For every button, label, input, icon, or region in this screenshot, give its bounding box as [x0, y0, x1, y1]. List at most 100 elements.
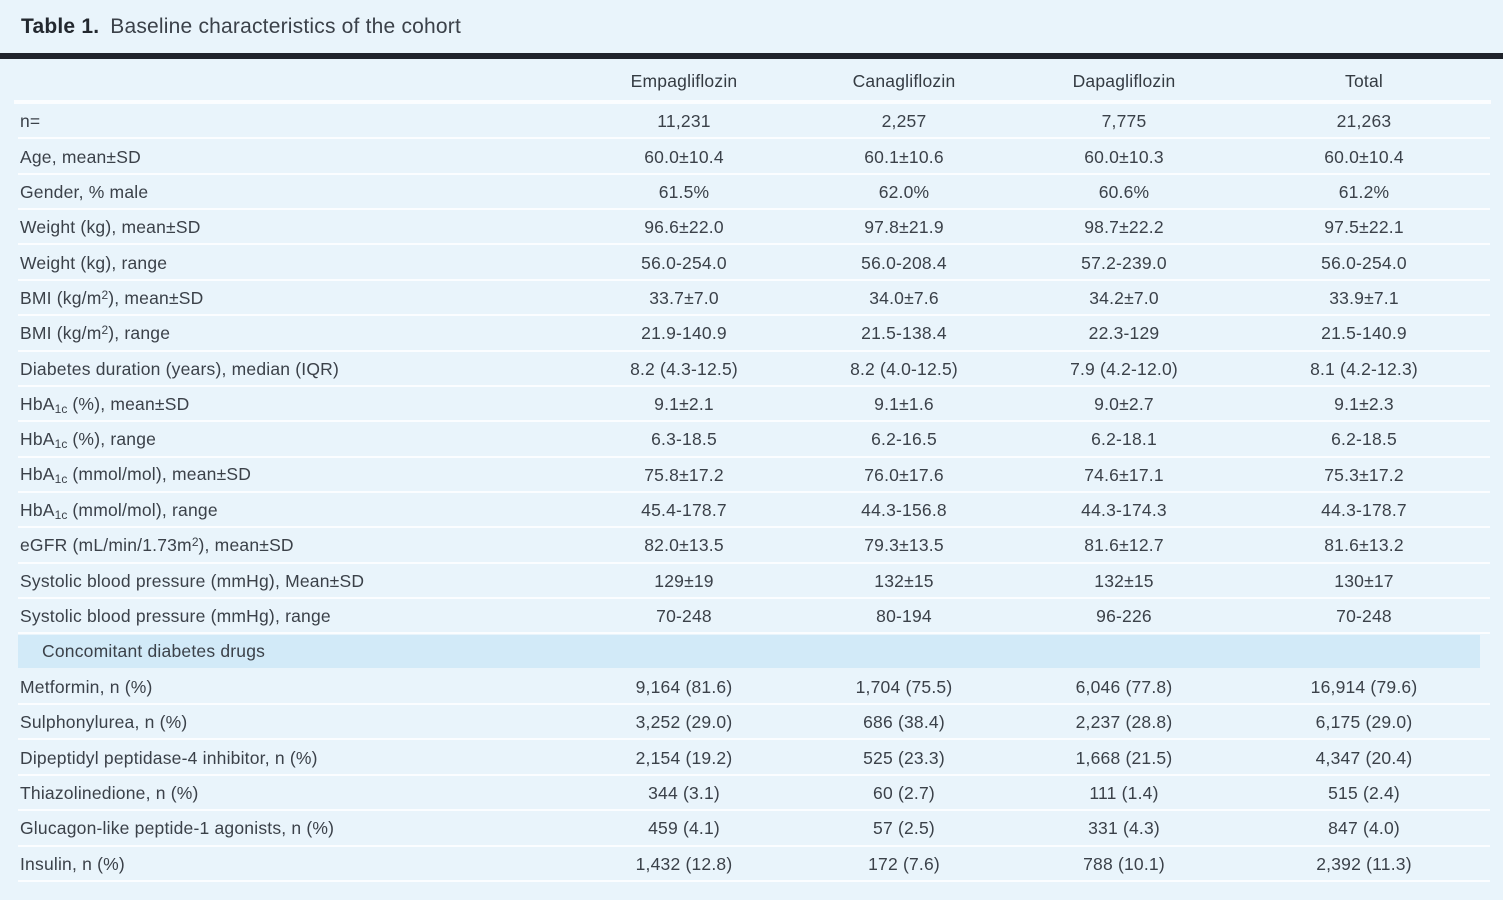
cell-value: 6,046 (77.8) — [1075, 676, 1173, 697]
cell-value: 6.3-18.5 — [651, 429, 717, 450]
row-label: Metformin, n (%) — [0, 677, 574, 698]
label-text: ), mean±SD — [198, 535, 294, 556]
table-row: Gender, % male 61.5% 62.0% 60.6% 61.2% — [0, 175, 1503, 211]
cell-value: 57.2-239.0 — [1081, 252, 1167, 273]
label-text: ), range — [108, 323, 171, 344]
cell-value: 81.6±13.2 — [1324, 535, 1404, 556]
label-text: Age, mean±SD — [20, 146, 141, 167]
cell-value: 111 (1.4) — [1089, 783, 1159, 803]
cell-value: 21.5-140.9 — [1321, 323, 1407, 344]
cell-value: 130±17 — [1334, 570, 1394, 591]
cell-value: 33.9±7.1 — [1329, 287, 1399, 308]
row-label: HbA1c (mmol/mol), range — [0, 500, 574, 522]
cell-value: 1,432 (12.8) — [635, 853, 733, 874]
cell-value: 44.3-178.7 — [1321, 500, 1407, 521]
cell-value: 7.9 (4.2-12.0) — [1070, 358, 1178, 379]
label-text: Dipeptidyl peptidase-4 inhibitor, n (%) — [20, 747, 318, 768]
cell-value: 9.1±2.3 — [1334, 394, 1394, 415]
cell-value: 82.0±13.5 — [644, 535, 724, 556]
table-number: Table 1. — [21, 14, 100, 38]
cell-value: 6.2-16.5 — [871, 429, 937, 450]
cell-value: 515 (2.4) — [1328, 783, 1400, 803]
table-row: Systolic blood pressure (mmHg), Mean±SD 1… — [0, 564, 1503, 600]
row-label: Diabetes duration (years), median (IQR) — [0, 359, 574, 380]
cell-value: 9.1±2.1 — [654, 394, 714, 415]
cell-value: 459 (4.1) — [648, 818, 720, 839]
cell-value: 16,914 (79.6) — [1310, 676, 1418, 697]
cell-value: 61.5% — [658, 181, 710, 202]
cell-value: 3,252 (29.0) — [635, 712, 733, 733]
cell-value: 2,237 (28.8) — [1075, 712, 1173, 733]
label-text: 1c — [54, 472, 68, 487]
baseline-table: Empagliflozin Canagliflozin Dapagliflozin T… — [0, 59, 1503, 883]
table-row: BMI (kg/m2), range 21.9-140.9 21.5-138.4 22… — [0, 316, 1503, 352]
cell-value: 6.2-18.1 — [1091, 429, 1157, 450]
label-text: Gender, % male — [20, 181, 149, 202]
label-text: BMI (kg/m — [20, 287, 102, 308]
cell-value: 331 (4.3) — [1088, 818, 1160, 839]
column-header-canagliflozin: Canagliflozin — [852, 71, 956, 91]
table-row: HbA1c (%), mean±SD 9.1±2.1 9.1±1.6 9.0±2.7 9… — [0, 387, 1503, 423]
label-text: HbA — [20, 499, 55, 520]
section-band: Concomitant diabetes drugs — [18, 635, 1480, 668]
cell-value: 61.2% — [1338, 181, 1390, 202]
label-text: 1c — [54, 436, 68, 451]
row-label: eGFR (mL/min/1.73m2), mean±SD — [0, 535, 574, 556]
cell-value: 97.8±21.9 — [864, 217, 944, 238]
cell-value: 60.1±10.6 — [864, 146, 944, 167]
cell-value: 75.3±17.2 — [1324, 464, 1404, 485]
cell-value: 56.0-208.4 — [861, 252, 947, 273]
table-row: Dipeptidyl peptidase-4 inhibitor, n (%) 2… — [0, 740, 1503, 777]
label-text: 1c — [54, 401, 68, 416]
table-row: Systolic blood pressure (mmHg), range 70-… — [0, 599, 1503, 635]
cell-value: 96-226 — [1096, 606, 1152, 627]
label-text: HbA — [20, 464, 55, 485]
cell-value: 8.2 (4.3-12.5) — [630, 358, 738, 379]
cell-value: 44.3-156.8 — [861, 500, 947, 521]
row-label: Glucagon-like peptide-1 agonists, n (%) — [0, 818, 574, 839]
cell-value: 60.0±10.4 — [1324, 146, 1404, 167]
page-title: Baseline characteristics of the cohort — [110, 14, 462, 38]
cell-value: 6,175 (29.0) — [1315, 712, 1413, 733]
cell-value: 344 (3.1) — [648, 783, 720, 803]
row-label: Sulphonylurea, n (%) — [0, 712, 574, 733]
cell-value: 847 (4.0) — [1328, 818, 1400, 839]
table-row: HbA1c (mmol/mol), mean±SD 75.8±17.2 76.0±1… — [0, 458, 1503, 494]
label-text: HbA — [20, 393, 55, 414]
cell-value: 2,392 (11.3) — [1316, 853, 1412, 874]
cell-value: 1,704 (75.5) — [855, 676, 953, 697]
cell-value: 172 (7.6) — [868, 853, 940, 874]
row-label: Dipeptidyl peptidase-4 inhibitor, n (%) — [0, 748, 574, 769]
table-row: Diabetes duration (years), median (IQR) 8… — [0, 352, 1503, 388]
cell-value: 525 (23.3) — [863, 747, 945, 768]
label-text: (mmol/mol), mean±SD — [67, 464, 252, 485]
cell-value: 96.6±22.0 — [644, 217, 724, 238]
section-label: Concomitant diabetes drugs — [42, 641, 265, 662]
cell-value: 22.3-129 — [1088, 323, 1160, 344]
table-row: HbA1c (mmol/mol), range 45.4-178.7 44.3-15… — [0, 493, 1503, 529]
cell-value: 9.1±1.6 — [874, 394, 934, 415]
cell-value: 4,347 (20.4) — [1315, 747, 1413, 768]
cell-value: 70-248 — [1336, 606, 1392, 627]
cell-value: 44.3-174.3 — [1081, 500, 1167, 521]
row-label: BMI (kg/m2), mean±SD — [0, 288, 574, 309]
cell-value: 34.0±7.6 — [869, 287, 939, 308]
cell-value: 686 (38.4) — [863, 712, 945, 733]
column-header-dapagliflozin: Dapagliflozin — [1072, 71, 1176, 91]
top-rule — [0, 53, 1503, 59]
cell-value: 62.0% — [878, 181, 930, 202]
cell-value: 132±15 — [874, 570, 934, 591]
table-row: Insulin, n (%) 1,432 (12.8) 172 (7.6) 788 (… — [0, 847, 1503, 883]
table-row: n= 11,231 2,257 7,775 21,263 — [0, 104, 1503, 140]
cell-value: 76.0±17.6 — [864, 464, 944, 485]
table-caption: Table 1. Baseline characteristics of the… — [0, 0, 1503, 53]
cell-value: 56.0-254.0 — [1321, 252, 1407, 273]
row-label: BMI (kg/m2), range — [0, 323, 574, 344]
label-text: Weight (kg), mean±SD — [20, 217, 201, 238]
cell-value: 60 (2.7) — [873, 783, 935, 803]
cell-value: 33.7±7.0 — [649, 287, 719, 308]
label-text: 2 — [101, 287, 109, 302]
table-body: n= 11,231 2,257 7,775 21,263 Age, mean±SD 60.0… — [0, 104, 1503, 883]
cell-value: 74.6±17.1 — [1084, 464, 1164, 485]
row-label: Insulin, n (%) — [0, 854, 574, 875]
